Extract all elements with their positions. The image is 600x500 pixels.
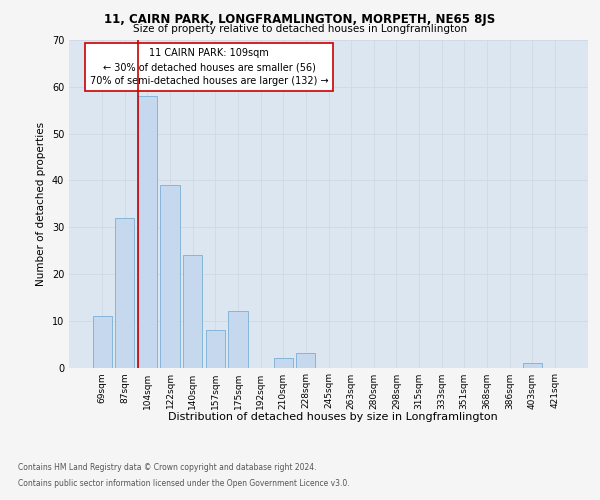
Bar: [229, 312, 248, 368]
Text: 11, CAIRN PARK, LONGFRAMLINGTON, MORPETH, NE65 8JS: 11, CAIRN PARK, LONGFRAMLINGTON, MORPETH…: [104, 12, 496, 26]
Text: Size of property relative to detached houses in Longframlington: Size of property relative to detached ho…: [133, 24, 467, 34]
Y-axis label: Number of detached properties: Number of detached properties: [36, 122, 46, 286]
Bar: [160, 185, 180, 368]
Text: 11 CAIRN PARK: 109sqm
← 30% of detached houses are smaller (56)
70% of semi-deta: 11 CAIRN PARK: 109sqm ← 30% of detached …: [90, 48, 328, 86]
Text: Contains HM Land Registry data © Crown copyright and database right 2024.: Contains HM Land Registry data © Crown c…: [18, 464, 317, 472]
Text: Distribution of detached houses by size in Longframlington: Distribution of detached houses by size …: [168, 412, 498, 422]
Bar: [206, 330, 225, 368]
Bar: [183, 255, 202, 368]
Bar: [115, 218, 134, 368]
Bar: [92, 316, 112, 368]
Text: Contains public sector information licensed under the Open Government Licence v3: Contains public sector information licen…: [18, 478, 350, 488]
Bar: [523, 363, 542, 368]
Bar: [274, 358, 293, 368]
Bar: [138, 96, 157, 367]
Bar: [296, 354, 316, 368]
